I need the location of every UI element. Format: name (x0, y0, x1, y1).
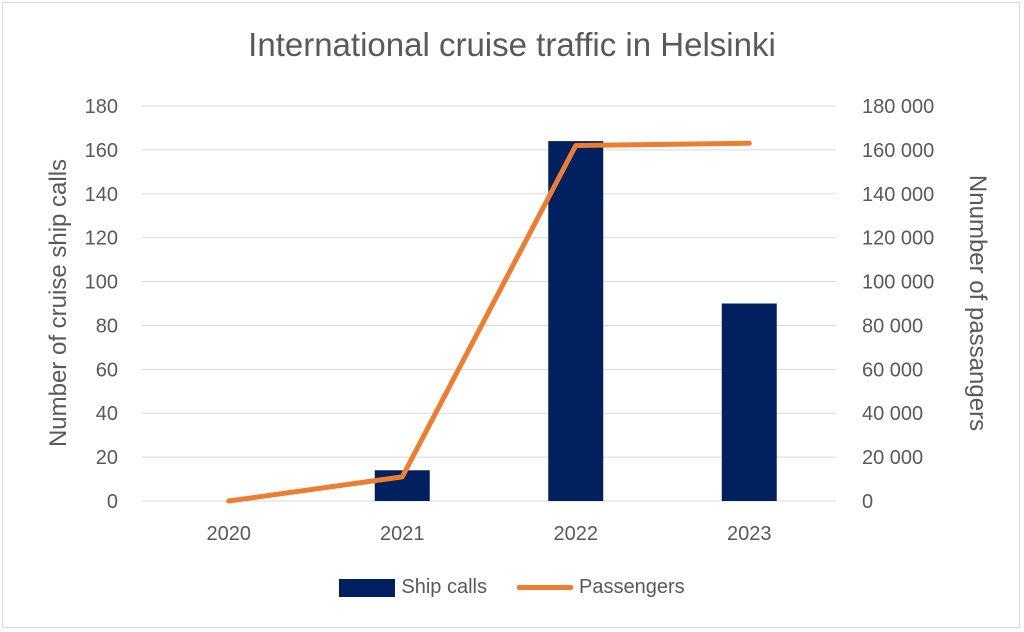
x-tick-label: 2022 (554, 523, 599, 545)
x-tick-label: 2021 (380, 523, 425, 545)
bar-ship-calls-2023 (721, 303, 777, 501)
legend-swatch-bar (339, 578, 396, 597)
y-right-tick-label: 40 000 (862, 403, 923, 425)
y-right-tick-label: 80 000 (862, 315, 923, 337)
legend-label-passengers: Passengers (578, 576, 685, 598)
gridlines (142, 105, 836, 502)
y-left-tick-label: 160 (85, 140, 118, 162)
y-right-tick-label: 160 000 (862, 140, 934, 162)
bar-ship-calls-2022 (548, 141, 604, 501)
y-axis-left-ticks: 0 20 40 60 80 100 120 140 160 180 (85, 96, 118, 513)
y-left-tick-label: 140 (85, 184, 118, 206)
y-axis-right-ticks: 0 20 000 40 000 60 000 80 000 100 000 120 000 1… (862, 96, 934, 513)
y-left-tick-label: 0 (107, 491, 118, 513)
x-tick-label: 2020 (207, 523, 252, 545)
legend-item-passengers: Passengers (516, 576, 685, 599)
line-series (226, 140, 752, 504)
y-left-tick-label: 180 (85, 96, 118, 118)
y-right-tick-label: 180 000 (862, 96, 934, 118)
line-passengers (226, 140, 752, 504)
chart-title: International cruise traffic in Helsinki (248, 26, 776, 63)
y-left-tick-label: 40 (96, 403, 118, 425)
y-right-tick-label: 140 000 (862, 184, 934, 206)
y-right-tick-label: 60 000 (862, 359, 923, 381)
x-axis-ticks: 2020 2021 2022 2023 (207, 523, 772, 545)
y-right-tick-label: 120 000 (862, 228, 934, 250)
y-right-tick-label: 0 (862, 491, 873, 513)
y-left-tick-label: 20 (96, 447, 118, 469)
y-right-tick-label: 20 000 (862, 447, 923, 469)
y-left-tick-label: 120 (85, 228, 118, 250)
legend-label-ship-calls: Ship calls (401, 576, 487, 598)
legend-swatch-line (516, 585, 573, 590)
legend: Ship calls Passengers (0, 576, 1024, 599)
legend-item-ship-calls: Ship calls (339, 576, 487, 599)
y-left-tick-label: 60 (96, 359, 118, 381)
y-right-tick-label: 100 000 (862, 272, 934, 294)
y-left-tick-label: 80 (96, 315, 118, 337)
y-left-tick-label: 100 (85, 272, 118, 294)
bar-series (374, 141, 777, 501)
x-tick-label: 2023 (727, 523, 772, 545)
